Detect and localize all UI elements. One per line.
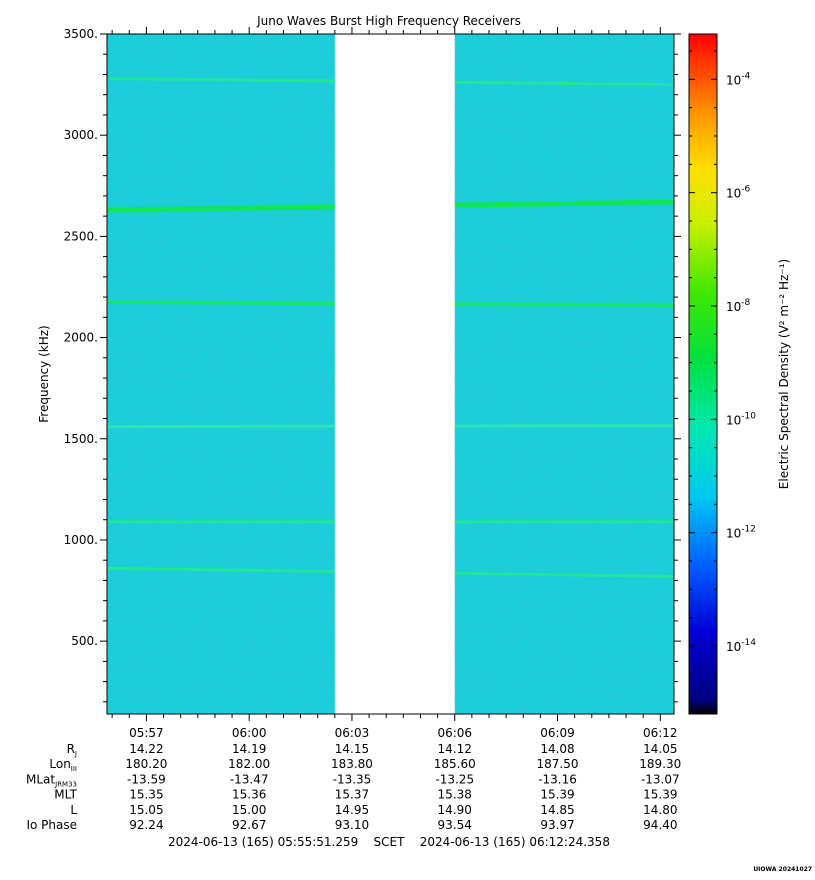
ephemeris-value: 15.37 — [335, 788, 369, 802]
colorbar-tick-label: 10-10 — [726, 411, 756, 427]
ephemeris-value: -13.59 — [127, 772, 166, 786]
y-tick-label: 1500. — [64, 432, 98, 446]
plot-area — [107, 34, 674, 714]
ephemeris-value: 94.40 — [643, 818, 677, 832]
y-tick-label: 3500. — [64, 27, 98, 41]
ephemeris-row-subscript: III — [71, 765, 77, 773]
x-tick-label: 06:06 — [437, 726, 472, 740]
colorbar-gradient — [688, 33, 718, 715]
ephemeris-value: 15.00 — [232, 803, 266, 817]
credit-label: UIOWA 20241027 — [753, 866, 812, 873]
y-axis-label: Frequency (kHz) — [37, 325, 51, 422]
ephemeris-value: 15.39 — [643, 788, 677, 802]
ephemeris-value: 14.15 — [335, 742, 369, 756]
ephemeris-value: 183.80 — [331, 757, 373, 771]
ephemeris-value: 92.67 — [232, 818, 266, 832]
x-tick-label: 06:12 — [643, 726, 678, 740]
ephemeris-value: 15.38 — [438, 788, 472, 802]
colorbar-tick-exponent: -6 — [741, 185, 750, 195]
colorbar-tick-exponent: -10 — [741, 411, 756, 421]
ephemeris-row-label: L — [70, 803, 77, 817]
y-tick-label: 2000. — [64, 331, 98, 345]
y-tick-label: 2500. — [64, 229, 98, 243]
ephemeris-value: -13.07 — [641, 772, 680, 786]
ephemeris-value: 93.97 — [540, 818, 574, 832]
ephemeris-row-label: LonIII — [49, 757, 77, 773]
ephemeris-value: 93.10 — [335, 818, 369, 832]
colorbar-ticks: 10-4 10-6 10-8 10-10 10-12 10-14 — [689, 50, 756, 704]
ephemeris-value: -13.47 — [230, 772, 269, 786]
x-tick-label: 06:00 — [232, 726, 267, 740]
colorbar-tick-exponent: -12 — [741, 525, 756, 535]
ephemeris-row-label: RJ — [67, 742, 77, 758]
ephemeris-value: 15.05 — [129, 803, 163, 817]
ephemeris-value: 187.50 — [537, 757, 579, 771]
colorbar-tick-label: 10-4 — [726, 71, 751, 87]
ephemeris-value: 15.35 — [129, 788, 163, 802]
ephemeris-value: 14.12 — [438, 742, 472, 756]
ephemeris-value: -13.25 — [435, 772, 474, 786]
y-tick-label: 500. — [71, 634, 98, 648]
colorbar-tick-label: 10-14 — [726, 638, 756, 654]
ephemeris-value: 14.85 — [540, 803, 574, 817]
ephemeris-value: 14.95 — [335, 803, 369, 817]
ephemeris-value: 15.39 — [540, 788, 574, 802]
colorbar-tick-exponent: -8 — [741, 298, 750, 308]
ephemeris-value: 14.80 — [643, 803, 677, 817]
ephemeris-value: 14.19 — [232, 742, 266, 756]
ephemeris-value: 14.08 — [540, 742, 574, 756]
ephemeris-row-label: MLT — [54, 788, 77, 802]
colorbar: 10-4 10-6 10-8 10-10 10-12 10-14 — [688, 33, 756, 715]
colorbar-tick-label: 10-12 — [726, 525, 756, 541]
ephemeris-value: 93.54 — [438, 818, 472, 832]
colorbar-tick-exponent: -4 — [741, 71, 750, 81]
x-axis: 05:57 06:00 06:03 06:06 06:09 06:12 — [111, 27, 678, 740]
plot-frame — [106, 33, 675, 715]
colorbar-tick-exponent: -14 — [741, 638, 756, 648]
y-tick-label: 1000. — [64, 533, 98, 547]
x-tick-label: 05:57 — [129, 726, 164, 740]
ephemeris-value: 14.05 — [643, 742, 677, 756]
chart-title: Juno Waves Burst High Frequency Receiver… — [256, 14, 521, 28]
ephemeris-row-subscript: J — [74, 750, 77, 758]
x-tick-label: 06:09 — [540, 726, 575, 740]
colorbar-tick-label: 10-8 — [726, 298, 751, 314]
ephemeris-value: -13.16 — [538, 772, 577, 786]
ephemeris-row-label: Io Phase — [26, 818, 77, 832]
ephemeris-value: 185.60 — [434, 757, 476, 771]
colorbar-tick-label: 10-6 — [726, 185, 751, 201]
data-gap — [334, 34, 455, 714]
ephemeris-table: RJ 14.22 14.19 14.15 14.12 14.08 14.05 LonIII 18… — [26, 742, 681, 832]
ephemeris-value: 180.20 — [125, 757, 167, 771]
ephemeris-value: -13.35 — [333, 772, 372, 786]
ephemeris-value: 14.22 — [129, 742, 163, 756]
ephemeris-value: 14.90 — [438, 803, 472, 817]
colorbar-label: Electric Spectral Density (V² m⁻² Hz⁻¹) — [777, 259, 791, 489]
ephemeris-value: 182.00 — [228, 757, 270, 771]
ephemeris-value: 189.30 — [639, 757, 681, 771]
y-tick-label: 3000. — [64, 128, 98, 142]
ephemeris-value: 15.36 — [232, 788, 266, 802]
y-axis: 500. 1000. 1500. 2000. 2500. 3000. 3500. — [64, 27, 681, 703]
ephemeris-row-subscript: JRM33 — [54, 780, 77, 788]
ephemeris-value: 92.24 — [129, 818, 163, 832]
x-tick-label: 06:03 — [335, 726, 370, 740]
ephemeris-row-label: MLatJRM33 — [26, 772, 77, 788]
time-range: 2024-06-13 (165) 05:55:51.259 SCET 2024-… — [168, 835, 610, 849]
